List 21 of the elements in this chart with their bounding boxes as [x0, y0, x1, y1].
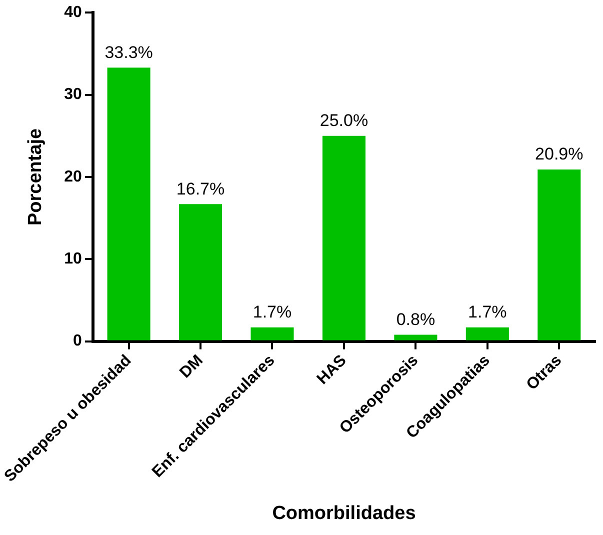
- y-axis-title: Porcentaje: [24, 128, 46, 226]
- y-tick-label: 20: [64, 168, 82, 186]
- bar: [322, 136, 366, 340]
- bar: [107, 68, 150, 340]
- data-label: 16.7%: [176, 179, 225, 198]
- bar: [250, 327, 294, 340]
- data-label: 1.7%: [252, 302, 292, 322]
- data-label: 25.0%: [320, 111, 368, 130]
- data-label: 1.7%: [468, 302, 507, 322]
- bar: [394, 334, 438, 340]
- bar: [466, 327, 509, 340]
- y-tick-label: 10: [64, 250, 82, 268]
- y-tick-label: 30: [64, 86, 82, 104]
- x-axis-title: Comorbilidades: [272, 502, 416, 524]
- data-label: 33.3%: [104, 42, 153, 62]
- bar: [179, 204, 222, 340]
- data-label: 0.8%: [396, 310, 436, 329]
- y-tick-label: 40: [64, 4, 82, 22]
- bar: [538, 170, 581, 340]
- data-label: 20.9%: [535, 144, 584, 164]
- y-tick-label: 0: [73, 332, 82, 350]
